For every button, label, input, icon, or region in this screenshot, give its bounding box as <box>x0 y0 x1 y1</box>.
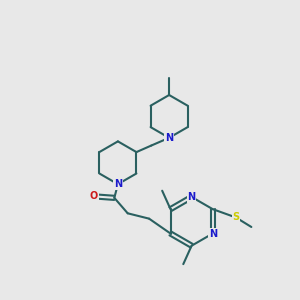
Text: O: O <box>90 191 98 201</box>
Text: S: S <box>232 212 239 223</box>
Text: N: N <box>114 179 122 189</box>
Text: N: N <box>165 133 173 143</box>
Text: N: N <box>209 229 217 238</box>
Text: N: N <box>188 192 196 202</box>
